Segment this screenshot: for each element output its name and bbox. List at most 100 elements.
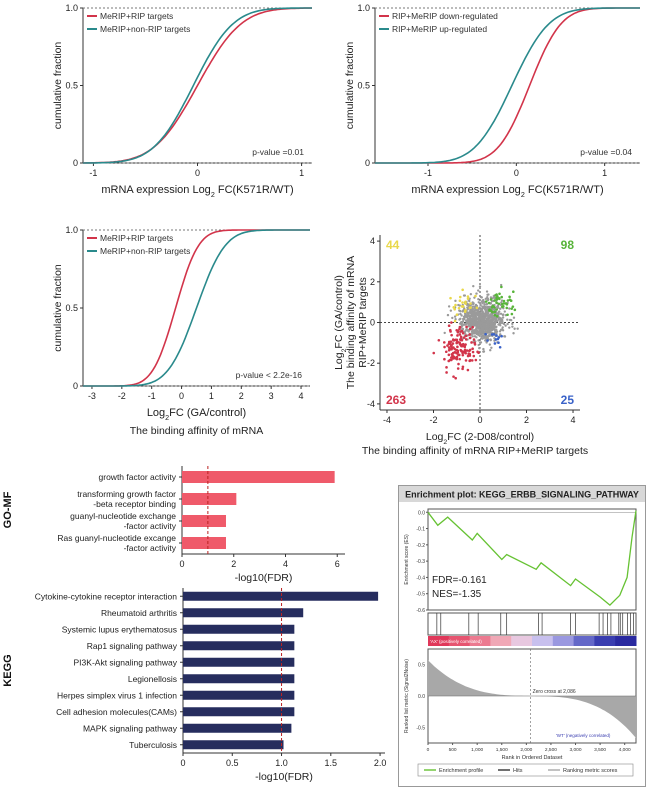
scatter-point-green (489, 309, 493, 312)
rank-x-tick-label: 2,000 (520, 747, 532, 753)
scatter-point-gray (504, 324, 507, 327)
legend-entry: RIP+MeRIP up-regulated (392, 24, 487, 34)
scatter-point-gray (481, 320, 485, 324)
scatter-point-red (477, 351, 480, 355)
scatter-point-gray (485, 303, 488, 306)
scatter-point-gray (481, 332, 484, 335)
cdf-chart-2-svg: 0 0.5 1.0 -1 0 1 RIP+MeRIP down-regulated RIP+M… (344, 3, 640, 199)
bar (183, 591, 379, 601)
gsea-enrichment-plot-svg: Enrichment plot: KEGG_ERBB_SIGNALING_PAT… (398, 485, 646, 787)
gsea-legend-entry: Ranking metric scores (563, 768, 618, 774)
scatter-point-gray (516, 327, 519, 330)
scatter-point-gray (484, 297, 488, 300)
scatter-point-red (458, 327, 461, 331)
scatter-point-gray (484, 311, 487, 315)
scatter-point-gray (457, 303, 460, 307)
scatter-point-gray (486, 330, 489, 334)
y-tick-label: 0 (73, 158, 78, 168)
rank-x-tick-label: 1,500 (496, 747, 508, 753)
rank-x-tick-label: 3,000 (570, 747, 582, 753)
scatter-point-gray (513, 327, 516, 330)
x-axis-label: Log2FC (2-D08/control) (426, 431, 534, 446)
scatter-point-red (464, 334, 468, 338)
category-label: Legionellosis (128, 674, 177, 684)
scatter-point-yellow (457, 306, 461, 310)
scatter-point-gray (487, 293, 490, 296)
scatter-point-gray (458, 309, 461, 312)
scatter-point-red (449, 340, 453, 343)
scatter-point-yellow (461, 301, 464, 304)
scatter-point-red (469, 358, 472, 362)
x-tick-label: 1 (299, 168, 304, 178)
scatter-point-red (456, 334, 459, 337)
y-tick-label: 0 (370, 318, 375, 328)
scatter-point-red (471, 325, 474, 329)
scatter-point-gray (486, 322, 490, 325)
x-tick-label: 0 (179, 559, 184, 569)
scatter-point-green (489, 298, 493, 301)
scatter-point-gray (463, 317, 466, 321)
scatter-point-gray (475, 336, 478, 339)
category-label: -factor activity (124, 521, 177, 531)
scatter-point-gray (475, 312, 478, 316)
scatter-point-yellow (458, 299, 462, 302)
rank-x-tick-label: 1,000 (471, 747, 483, 753)
scatter-point-yellow (469, 302, 472, 305)
scatter-point-gray (460, 323, 463, 326)
category-label: transforming growth factor (77, 489, 176, 499)
scatter-point-gray (480, 300, 484, 303)
bar (183, 608, 304, 618)
scatter-point-gray (472, 302, 475, 306)
scatter-point-gray (464, 323, 467, 326)
scatter-point-gray (464, 314, 467, 317)
scatter-point-red (447, 353, 451, 357)
es-plot-frame (427, 508, 637, 611)
scatter-point-gray (477, 331, 480, 334)
scatter-point-red (446, 344, 449, 347)
scatter-point-green (493, 305, 496, 309)
scatter-point-green (513, 308, 517, 312)
category-label: MAPK signaling pathway (83, 723, 178, 733)
scatter-point-gray (485, 313, 488, 317)
scatter-point-gray (478, 346, 481, 350)
es-y-tick-label: 0.0 (418, 510, 425, 516)
scatter-point-green (490, 305, 494, 309)
bar (182, 493, 237, 505)
scatter-point-green (496, 295, 499, 298)
rank-gradient-band (552, 636, 575, 646)
scatter-point-gray (502, 322, 506, 326)
rank-x-tick-label: 500 (449, 747, 457, 753)
scatter-point-gray (495, 312, 498, 315)
scatter-point-gray (501, 326, 504, 329)
es-y-tick-label: -0.5 (416, 592, 425, 598)
scatter-point-gray (491, 314, 495, 318)
y-tick-label: 2 (370, 277, 375, 287)
scatter-point-gray (494, 317, 497, 320)
scatter-point-red (457, 353, 461, 357)
scatter-point-gray (449, 309, 453, 312)
x-axis-label: mRNA expression Log2 FC(K571R/WT) (411, 184, 603, 199)
scatter-point-blue (490, 333, 494, 336)
scatter-point-green (498, 292, 501, 296)
scatter-point-gray (483, 307, 486, 310)
scatter-point-red (460, 329, 464, 333)
scatter-point-gray (476, 310, 480, 313)
y-tick-label: 1.0 (357, 3, 370, 13)
scatter-point-green (512, 290, 515, 293)
x-tick-label: 6 (335, 559, 340, 569)
chart-caption: The binding affinity of mRNA RIP+MeRIP t… (362, 445, 588, 457)
scatter-point-gray (498, 307, 502, 310)
scatter-point-red (444, 350, 448, 354)
y-tick-label: 0.5 (357, 81, 370, 91)
scatter-point-green (502, 302, 506, 305)
x-axis-label: -log10(FDR) (255, 771, 313, 783)
scatter-point-gray (491, 308, 495, 311)
gsea-legend-entry: Enrichment profile (439, 768, 483, 774)
scatter-point-gray (500, 319, 504, 323)
legend-entry: MeRIP+non-RIP targets (100, 24, 190, 34)
scatter-point-gray (493, 325, 497, 329)
scatter-point-red (451, 342, 455, 345)
scatter-point-gray (482, 350, 485, 353)
x-tick-label: 1 (602, 168, 607, 178)
scatter-point-red (468, 348, 472, 352)
